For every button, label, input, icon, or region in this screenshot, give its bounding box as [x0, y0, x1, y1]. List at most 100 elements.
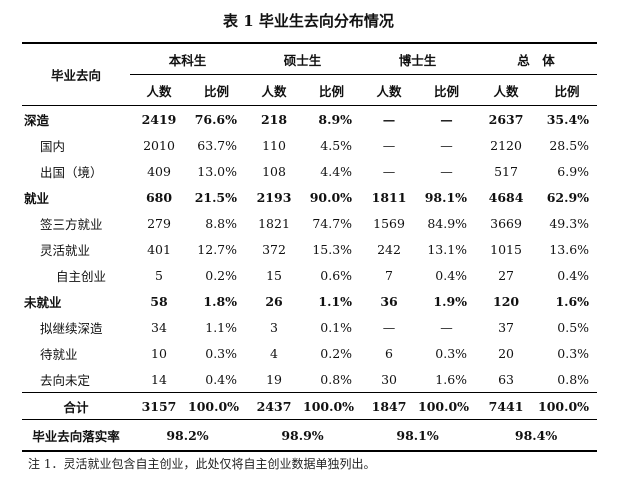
table-cell: 218 — [260, 111, 288, 127]
rate-undergrad: 98.2% — [130, 419, 246, 452]
table-cell: 1811 — [371, 189, 407, 205]
table-cell: 0.5% — [557, 319, 590, 335]
table-cell: 5 — [155, 267, 163, 283]
table-cell: 0.4% — [435, 267, 468, 283]
table-row: 签三方就业 279 8.8% 1821 74.7% 1569 84.9% 3669 49.3% — [22, 210, 597, 236]
table-cell: 401 — [147, 241, 171, 257]
table-cell: 37 — [498, 319, 514, 335]
table-cell: 58 — [150, 293, 168, 309]
sub-header-ratio: 比例 — [418, 74, 476, 106]
table-cell: 680 — [145, 189, 173, 205]
table-cell: 0.2% — [320, 345, 353, 361]
row-label: 去向未定 — [40, 372, 91, 388]
table-row: 就业 680 21.5% 2193 90.0% 1811 98.1% 4684 62.9% — [22, 184, 597, 210]
table-cell: 3669 — [490, 215, 522, 231]
table-cell: 6.9% — [557, 163, 590, 179]
table-cell: — — [440, 111, 453, 127]
table-cell: 1015 — [490, 241, 522, 257]
table-cell: 13.6% — [549, 241, 590, 257]
table-row: 自主创业 5 0.2% 15 0.6% 7 0.4% 27 0.4% — [22, 262, 597, 288]
table-cell: 20 — [498, 345, 514, 361]
table-cell: 63.7% — [197, 137, 238, 153]
group-header-undergrad: 本科生 — [130, 42, 246, 75]
table-cell: 34 — [151, 319, 167, 335]
group-header-doctor: 博士生 — [360, 42, 476, 75]
table-cell: 108 — [262, 163, 286, 179]
row-label: 出国（境） — [40, 164, 103, 180]
table-cell: 1.8% — [203, 293, 238, 309]
table-cell: 4684 — [488, 189, 524, 205]
table-cell: 84.9% — [427, 215, 468, 231]
table-row: 去向未定 14 0.4% 19 0.8% 30 1.6% 63 0.8% — [22, 366, 597, 393]
group-header-overall: 总 体 — [475, 42, 598, 75]
table-cell: — — [382, 111, 396, 127]
group-header-master: 硕士生 — [245, 42, 361, 75]
footnote: 注 1．灵活就业包含自主创业，此处仅将自主创业数据单独列出。 — [28, 457, 376, 471]
table-cell: 28.5% — [549, 137, 590, 153]
placement-rate-row: 毕业去向落实率 98.2% 98.9% 98.1% 98.4% — [22, 419, 598, 452]
table-cell: 15 — [266, 267, 282, 283]
table-row: 拟继续深造 34 1.1% 3 0.1% — — 37 0.5% — [22, 314, 597, 340]
sub-header-count: 人数 — [360, 74, 419, 106]
table-cell: 100.0% — [418, 392, 476, 420]
row-label: 灵活就业 — [40, 242, 91, 258]
table-cell: 0.4% — [205, 371, 238, 387]
table-cell: — — [440, 319, 453, 335]
row-label: 自主创业 — [56, 268, 107, 284]
table-cell: 120 — [493, 293, 520, 309]
table-cell: 90.0% — [309, 189, 353, 205]
row-label: 就业 — [24, 190, 50, 206]
table-cell: 27 — [498, 267, 514, 283]
table-cell: 8.8% — [205, 215, 238, 231]
table-cell: 517 — [494, 163, 518, 179]
row-label: 未就业 — [24, 294, 62, 310]
table-cell: 10 — [151, 345, 167, 361]
row-label: 拟继续深造 — [40, 320, 103, 336]
table-cell: 1.1% — [318, 293, 353, 309]
table-cell: 6 — [385, 345, 393, 361]
table-cell: 0.8% — [320, 371, 353, 387]
table-cell: 12.7% — [197, 241, 238, 257]
table-cell: 21.5% — [194, 189, 238, 205]
table-cell: 0.4% — [557, 267, 590, 283]
table-cell: 4.4% — [320, 163, 353, 179]
sub-header-ratio: 比例 — [188, 74, 246, 106]
table-cell: 98.1% — [424, 189, 468, 205]
table-cell: 1.6% — [555, 293, 590, 309]
table-cell: 2419 — [141, 111, 177, 127]
table-cell: — — [382, 163, 396, 179]
table-cell: 242 — [377, 241, 401, 257]
table-row: 国内 2010 63.7% 110 4.5% — — 2120 28.5% — [22, 132, 597, 158]
row-label: 深造 — [24, 112, 50, 128]
table-cell: 3 — [270, 319, 278, 335]
table-cell: — — [440, 137, 453, 153]
table-cell: 2010 — [143, 137, 175, 153]
table-cell: 100.0% — [537, 392, 598, 420]
table-row: 灵活就业 401 12.7% 372 15.3% 242 13.1% 1015 13.6% — [22, 236, 597, 262]
table-cell: 0.1% — [320, 319, 353, 335]
row-label: 待就业 — [40, 346, 78, 362]
table-cell: 0.3% — [557, 345, 590, 361]
table-cell: 49.3% — [549, 215, 590, 231]
table-cell: 0.2% — [205, 267, 238, 283]
table-row: 未就业 58 1.8% 26 1.1% 36 1.9% 120 1.6% — [22, 288, 597, 314]
table-cell: 7441 — [475, 392, 538, 420]
table-cell: 62.9% — [546, 189, 590, 205]
table-cell: 372 — [262, 241, 286, 257]
row-header-label: 毕业去向 — [22, 42, 130, 106]
table-cell: 110 — [262, 137, 286, 153]
row-label: 国内 — [40, 138, 66, 154]
table-cell: 13.0% — [197, 163, 238, 179]
table-cell: 100.0% — [303, 392, 361, 420]
sub-header-count: 人数 — [245, 74, 304, 106]
table-cell: 4 — [270, 345, 278, 361]
table-cell: 3157 — [130, 392, 188, 420]
rate-master: 98.9% — [245, 419, 361, 452]
rate-doctor: 98.1% — [360, 419, 476, 452]
table-cell: 2637 — [488, 111, 524, 127]
table-cell: 0.6% — [320, 267, 353, 283]
sub-header-ratio: 比例 — [303, 74, 361, 106]
table-cell: 8.9% — [318, 111, 353, 127]
table-cell: 1569 — [373, 215, 405, 231]
sub-header-count: 人数 — [475, 74, 538, 106]
